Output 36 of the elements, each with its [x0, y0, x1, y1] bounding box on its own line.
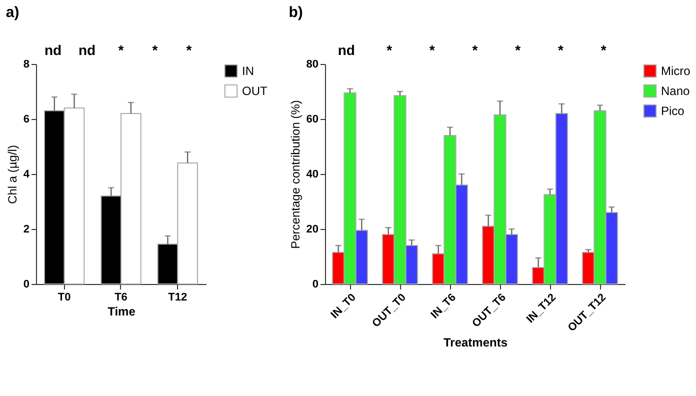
x-tick-label: T6	[114, 292, 128, 304]
y-tick-label: 60	[306, 114, 318, 126]
text: nd	[78, 42, 96, 58]
text: *	[429, 42, 436, 58]
legend-label: Nano	[661, 84, 690, 98]
legend-label: IN	[242, 64, 254, 78]
text: *	[118, 42, 124, 58]
legend-label: OUT	[242, 84, 268, 98]
text: nd	[338, 42, 355, 58]
text: *	[515, 42, 522, 58]
legend-label: Pico	[661, 104, 685, 118]
chart-title: a)	[6, 4, 20, 21]
text: *	[186, 42, 192, 58]
y-axis-title: Percentage contribution (%)	[288, 100, 302, 249]
y-axis-title: Chl a (µg/l)	[5, 145, 20, 204]
y-tick-label: 40	[306, 168, 318, 180]
y-tick-label: 8	[23, 58, 30, 70]
text: *	[152, 42, 158, 58]
y-tick-label: 20	[306, 224, 318, 236]
legend-label: Micro	[661, 64, 691, 78]
y-tick-label: 4	[23, 168, 30, 180]
y-tick-label: 2	[23, 224, 30, 236]
x-tick-label: T12	[168, 292, 188, 304]
y-tick-label: 0	[312, 278, 318, 290]
x-tick-label: T0	[58, 292, 71, 304]
x-axis-title: Time	[108, 304, 136, 318]
y-tick-label: 0	[23, 278, 30, 290]
text: nd	[44, 42, 62, 58]
chart-title: b)	[288, 4, 303, 21]
y-tick-label: 80	[306, 58, 318, 70]
y-tick-label: 6	[23, 114, 30, 126]
text: *	[386, 42, 393, 58]
text: *	[472, 42, 478, 58]
text: *	[600, 42, 607, 58]
x-axis-title: Treatments	[443, 335, 508, 350]
text: *	[558, 42, 564, 58]
